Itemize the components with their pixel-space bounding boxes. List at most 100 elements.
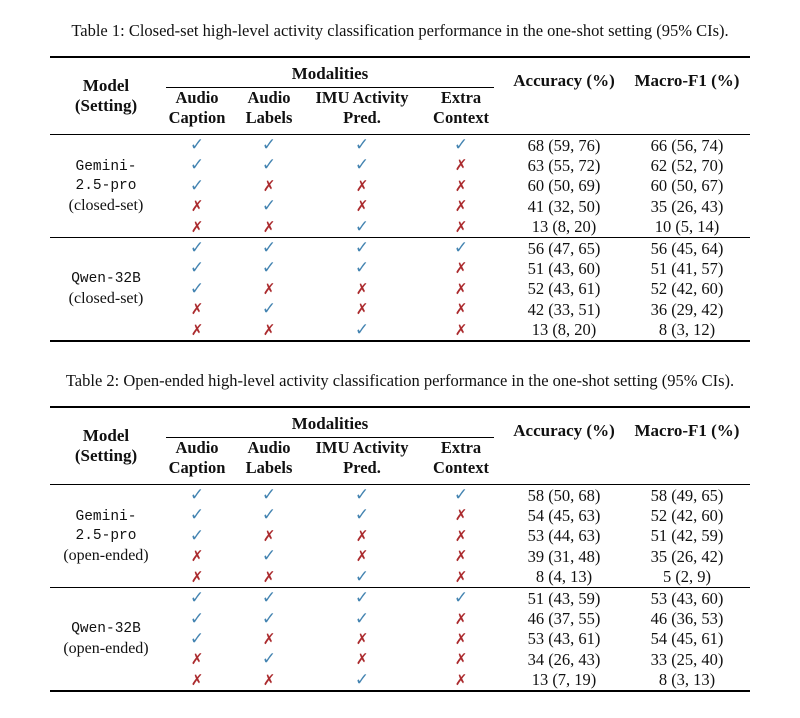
check-icon: ✓ [453,588,469,609]
modalities-header-label: Modalities [166,413,494,439]
check-icon: ✓ [261,485,277,506]
modality-cell: ✓ [232,485,306,506]
check-icon: ✓ [354,238,370,259]
modality-cell: ✗ [232,567,306,588]
subcol-label: Caption [168,458,226,478]
cross-icon: ✗ [454,320,468,339]
modality-cell: ✗ [162,567,232,588]
macrof1-value: 51 (41, 57) [650,258,724,278]
check-icon: ✓ [189,588,205,609]
modality-cell: ✓ [306,485,418,506]
modality-cell: ✓ [306,567,418,588]
table-row: ✓ ✗ ✗ ✗ 53 (43, 61) 54 (45, 61) [50,629,750,649]
modality-cell: ✗ [162,546,232,566]
model-setting-header: Model (Setting) [50,407,162,485]
audio-caption-header: Audio Caption [162,438,232,485]
model-group: Qwen-32B (open-ended) ✓ ✓ ✓ ✓ 51 (43, 59) 53 (4… [50,587,750,692]
model-header-label: Model [82,76,130,95]
accuracy-value: 41 (32, 50) [527,196,601,216]
modality-cell: ✓ [306,609,418,629]
modality-cell: ✗ [418,279,504,299]
modality-cell: ✓ [306,320,418,341]
modality-cell: ✓ [162,238,232,259]
check-icon: ✓ [189,485,205,506]
modality-cell: ✗ [418,505,504,525]
modality-cell: ✓ [306,155,418,175]
check-icon: ✓ [354,258,370,279]
audio-caption-header: Audio Caption [162,88,232,135]
modality-cell: ✓ [162,135,232,156]
cross-icon: ✗ [190,197,204,216]
cross-icon: ✗ [262,526,276,545]
model-name: Qwen-32B [71,271,141,288]
check-icon: ✓ [354,669,370,690]
modality-cell: ✗ [418,217,504,238]
macrof1-value: 8 (3, 12) [658,320,716,340]
modality-cell: ✗ [418,320,504,341]
cross-icon: ✗ [190,320,204,339]
cross-icon: ✗ [355,629,369,648]
check-icon: ✓ [189,238,205,259]
check-icon: ✓ [189,278,205,299]
macrof1-header: Macro-F1 (%) [634,71,740,90]
table-row: ✓ ✓ ✓ ✗ 63 (55, 72) 62 (52, 70) [50,155,750,175]
modality-cell: ✓ [232,155,306,175]
model-setting-header: Model (Setting) [50,57,162,135]
subcol-label: Caption [168,108,226,127]
modality-cell: ✓ [162,609,232,629]
cross-icon: ✗ [454,609,468,628]
check-icon: ✓ [354,155,370,176]
model-name: Qwen-32B [71,621,141,638]
model-setting: (closed-set) [68,196,144,214]
check-icon: ✓ [354,588,370,609]
modality-cell: ✓ [306,217,418,238]
table-row: ✗ ✗ ✓ ✗ 13 (8, 20) 8 (3, 12) [50,320,750,341]
model-label: Gemini- 2.5-pro (open-ended) [50,485,162,588]
macrof1-value: 66 (56, 74) [650,135,724,155]
cross-icon: ✗ [454,506,468,525]
modality-cell: ✓ [232,505,306,525]
accuracy-value: 34 (26, 43) [527,649,601,669]
cross-icon: ✗ [355,547,369,566]
check-icon: ✓ [354,216,370,237]
check-icon: ✓ [261,258,277,279]
modality-cell: ✗ [306,279,418,299]
modality-cell: ✗ [232,320,306,341]
table-row: Gemini- 2.5-pro (closed-set) ✓ ✓ ✓ ✓ 68 (59, 76… [50,135,750,213]
modality-cell: ✓ [418,135,504,156]
model-name: 2.5-pro [75,527,137,544]
audio-labels-header: Audio Labels [232,438,306,485]
table-row: ✓ ✗ ✗ ✗ 60 (50, 69) 60 (50, 67) [50,176,750,196]
modality-cell: ✗ [418,567,504,588]
table1-caption: Table 1: Closed-set high-level activity … [71,21,729,40]
modality-cell: ✗ [418,649,504,669]
cross-icon: ✗ [454,670,468,689]
cross-icon: ✗ [355,650,369,669]
subcol-label: Extra [440,438,482,458]
subcol-label: Context [433,458,489,478]
modality-cell: ✓ [232,258,306,278]
accuracy-value: 53 (43, 61) [527,629,601,649]
accuracy-value: 68 (59, 76) [527,135,601,155]
subcol-label: Pred. [343,458,381,478]
check-icon: ✓ [354,485,370,506]
check-icon: ✓ [189,258,205,279]
modality-cell: ✗ [162,670,232,691]
modality-cell: ✗ [418,258,504,278]
modality-cell: ✗ [232,526,306,546]
modality-cell: ✗ [306,649,418,669]
macrof1-value: 62 (52, 70) [650,155,724,175]
table-row: ✗ ✓ ✗ ✗ 39 (31, 48) 35 (26, 42) [50,546,750,566]
cross-icon: ✗ [262,629,276,648]
cross-icon: ✗ [355,526,369,545]
check-icon: ✓ [261,155,277,176]
modality-cell: ✓ [162,588,232,609]
modality-cell: ✗ [162,196,232,216]
modality-cell: ✓ [162,485,232,506]
modality-cell: ✗ [418,546,504,566]
macrof1-header: Macro-F1 (%) [634,421,740,441]
accuracy-value: 51 (43, 60) [527,258,601,278]
header-row-top: Model (Setting) Modalities Accuracy (%) … [50,407,750,465]
accuracy-value: 8 (4, 13) [535,567,593,587]
table-row: Qwen-32B (open-ended) ✓ ✓ ✓ ✓ 51 (43, 59) 53 (4… [50,588,750,657]
